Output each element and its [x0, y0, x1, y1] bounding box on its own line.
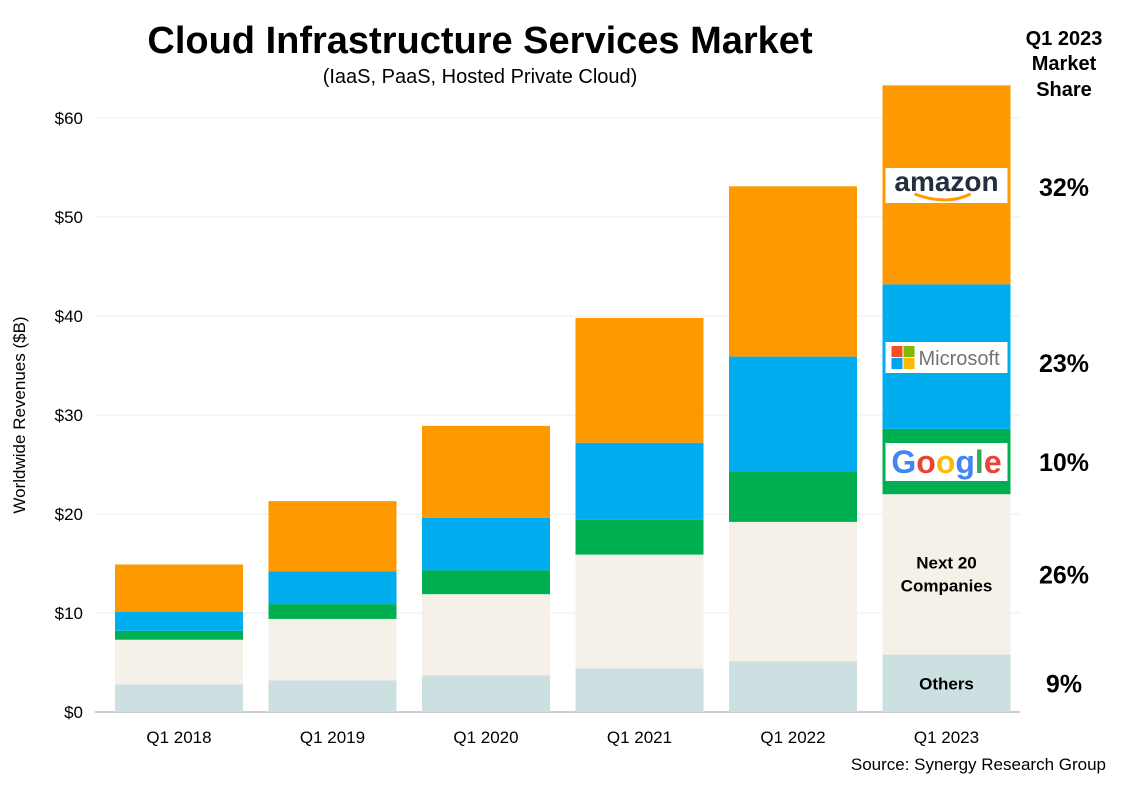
label-next20: Next 20	[916, 553, 976, 572]
google-logo: Google	[885, 443, 1008, 481]
y-tick-label: $30	[55, 406, 83, 425]
bar-segment-amazon	[115, 564, 243, 613]
share-header-line: Share	[1036, 79, 1092, 101]
x-tick-label: Q1 2021	[607, 728, 672, 747]
bar-segment-microsoft	[422, 517, 550, 571]
y-tick-label: $50	[55, 208, 83, 227]
y-tick-label: $40	[55, 307, 83, 326]
bar-segment-microsoft	[268, 571, 397, 605]
x-tick-label: Q1 2019	[300, 728, 365, 747]
bar-segment-amazon	[575, 317, 704, 443]
label-others: Others	[919, 674, 974, 693]
x-tick-label: Q1 2020	[453, 728, 518, 747]
bar-segment-others	[115, 684, 243, 712]
bar-segment-next-20-companies	[115, 639, 243, 685]
market-share-label: 10%	[1039, 449, 1089, 477]
microsoft-logo: Microsoft	[885, 342, 1008, 373]
bar-segment-next-20-companies	[882, 494, 1011, 655]
bar-segment-google	[729, 471, 857, 522]
bar-segment-google	[115, 630, 243, 640]
bar-segment-next-20-companies	[422, 594, 550, 676]
y-tick-label: $0	[64, 703, 83, 722]
svg-text:amazon: amazon	[894, 166, 998, 197]
bar-segment-amazon	[268, 501, 397, 572]
bar-segment-others	[729, 661, 857, 712]
bar-segment-others	[575, 668, 704, 712]
share-header-line: Market	[1032, 53, 1097, 75]
y-tick-label: $60	[55, 109, 83, 128]
market-share-label: 26%	[1039, 561, 1089, 589]
x-tick-label: Q1 2018	[146, 728, 211, 747]
bar-segment-others	[268, 680, 397, 712]
market-share-label: 9%	[1046, 670, 1082, 698]
svg-text:Google: Google	[891, 444, 1001, 480]
bar-segment-amazon	[729, 186, 857, 357]
bar-segment-microsoft	[575, 442, 704, 520]
y-tick-label: $20	[55, 505, 83, 524]
market-share-label: 23%	[1039, 350, 1089, 378]
bar-segment-amazon	[422, 425, 550, 518]
chart-subtitle: (IaaS, PaaS, Hosted Private Cloud)	[323, 66, 638, 88]
share-header: Q1 2023 Market Share	[1026, 28, 1103, 101]
bar-segment-next-20-companies	[268, 618, 397, 681]
chart-title: Cloud Infrastructure Services Market	[147, 20, 813, 62]
share-header-line: Q1 2023	[1026, 28, 1103, 50]
bar-segment-others	[882, 654, 1011, 712]
y-tick-label: $10	[55, 604, 83, 623]
svg-text:Microsoft: Microsoft	[919, 348, 1001, 370]
bar-segment-google	[575, 519, 704, 555]
x-tick-label: Q1 2023	[914, 728, 979, 747]
bar-segment-google	[268, 604, 397, 619]
label-next20: Companies	[901, 576, 993, 595]
bar-segment-next-20-companies	[729, 521, 857, 662]
market-share-label: 32%	[1039, 174, 1089, 202]
bar-segment-others	[422, 675, 550, 712]
x-tick-label: Q1 2022	[760, 728, 825, 747]
bar-segment-microsoft	[729, 356, 857, 472]
y-axis-label: Worldwide Revenues ($B)	[10, 316, 29, 513]
source-note: Source: Synergy Research Group	[851, 755, 1106, 774]
bar-segment-google	[422, 570, 550, 595]
bar-segment-next-20-companies	[575, 554, 704, 669]
amazon-logo: amazon	[885, 166, 1008, 203]
bar-segment-microsoft	[115, 612, 243, 631]
